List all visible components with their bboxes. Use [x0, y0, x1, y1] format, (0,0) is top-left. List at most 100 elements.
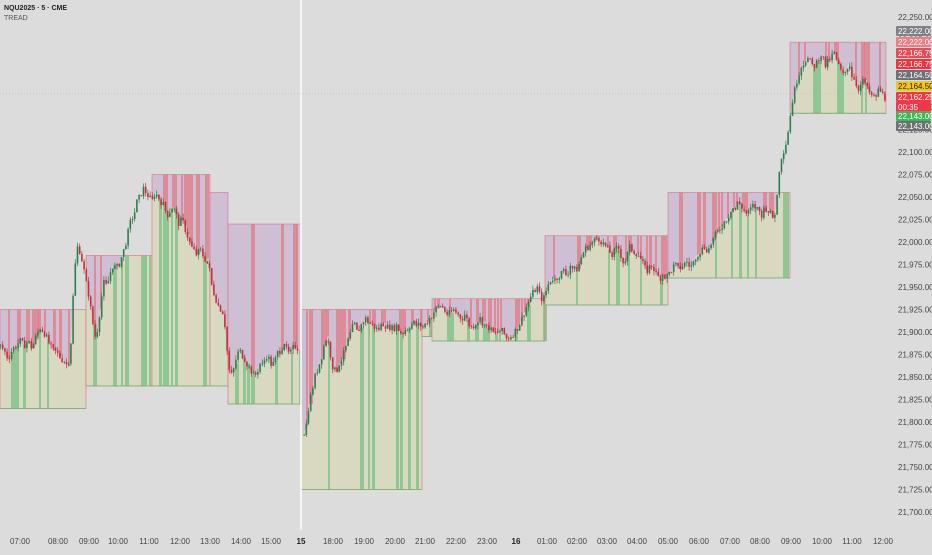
- price-tag[interactable]: [896, 70, 931, 80]
- candle-body: [45, 334, 48, 337]
- candle-body: [578, 263, 580, 272]
- candle-body: [468, 318, 470, 327]
- zone-green-streak: [243, 356, 246, 404]
- price-tag[interactable]: [896, 37, 931, 47]
- candle-body: [826, 58, 829, 68]
- candle-body: [107, 281, 110, 284]
- candle-body: [705, 249, 708, 253]
- candle-body: [545, 290, 547, 296]
- candle-body: [617, 246, 620, 249]
- price-tick-label: 22,250.00: [898, 13, 932, 22]
- candle-body: [829, 58, 831, 61]
- price-tag[interactable]: [896, 81, 931, 91]
- zone-green-streak: [145, 255, 147, 386]
- candle-body: [296, 348, 299, 351]
- candle-body: [254, 372, 257, 375]
- time-tick-label: 09:00: [781, 537, 802, 546]
- candle-body: [428, 317, 431, 324]
- candle-body: [338, 365, 341, 372]
- price-tag[interactable]: [896, 92, 931, 102]
- candle-body: [523, 315, 525, 317]
- zone-red-streak: [613, 235, 617, 254]
- zone-red-streak: [100, 255, 102, 310]
- zone-red-streak: [521, 298, 523, 321]
- zone-green-streak: [783, 192, 787, 278]
- candle-body: [466, 314, 468, 319]
- candle-body: [41, 329, 44, 332]
- candle-body: [367, 317, 369, 323]
- candle-body: [369, 322, 371, 324]
- candle-body: [320, 359, 323, 365]
- candle-body: [831, 53, 833, 61]
- price-tag[interactable]: [896, 48, 931, 58]
- candle-body: [760, 210, 763, 218]
- candle-body: [754, 204, 756, 209]
- time-axis[interactable]: 07:00 08:00 09:00 10:00 11:00 12:00 13:00 14:00…: [10, 537, 894, 546]
- zone-red-streak: [637, 235, 639, 254]
- candle-body: [600, 241, 602, 245]
- zone-red-streak: [399, 309, 402, 331]
- candle-body: [272, 361, 275, 366]
- zone-red-streak: [703, 192, 706, 249]
- symbol-title[interactable]: NQU2025 · 5 · CME: [4, 5, 68, 12]
- zone-red-streak: [381, 309, 384, 326]
- price-tag[interactable]: [896, 121, 931, 131]
- candle-body: [166, 210, 169, 217]
- candle-body: [118, 264, 121, 267]
- zone-red-streak: [772, 192, 774, 217]
- time-tick-label: 11:00: [139, 537, 159, 546]
- zone-red-streak: [281, 224, 284, 350]
- candle-body: [745, 210, 748, 214]
- zone-red-streak: [598, 235, 600, 239]
- candle-body: [215, 295, 217, 303]
- zone-green-streak: [640, 257, 642, 305]
- candle-body: [426, 323, 429, 325]
- zone-red-streak: [697, 192, 701, 255]
- zone-red-streak: [166, 174, 168, 212]
- candle-body: [558, 278, 561, 280]
- candle-body: [276, 350, 279, 358]
- time-tick-label: 19:00: [354, 537, 375, 546]
- candle-body: [210, 268, 213, 285]
- zone-green-streak: [328, 341, 330, 490]
- price-tick-label: 21,750.00: [898, 463, 932, 472]
- candle-body: [386, 324, 389, 329]
- candle-body: [534, 290, 536, 293]
- candle-body: [208, 263, 211, 269]
- candle-body: [239, 350, 242, 352]
- price-tag[interactable]: [896, 111, 931, 121]
- zone-green-streak: [447, 314, 451, 341]
- time-tick-label: 05:00: [658, 537, 679, 546]
- zone-green-streak: [163, 204, 167, 386]
- price-tag[interactable]: [896, 26, 931, 36]
- candle-body: [81, 253, 83, 262]
- price-tag[interactable]: [896, 59, 931, 69]
- candle-body: [371, 323, 374, 325]
- candle-body: [661, 274, 664, 281]
- price-tag[interactable]: [896, 102, 931, 112]
- candle-body: [380, 324, 382, 330]
- candle-body: [697, 257, 699, 260]
- time-tick-label: 07:00: [720, 537, 741, 546]
- time-tick-label: 08:00: [750, 537, 771, 546]
- candle-body: [525, 306, 528, 316]
- candle-body: [738, 201, 741, 205]
- candle-body: [565, 269, 567, 275]
- candle-body: [375, 327, 378, 329]
- candle-layer: [0, 49, 886, 437]
- candle-body: [37, 331, 39, 336]
- candle-body: [160, 199, 162, 206]
- indicator-name[interactable]: TREAD: [4, 15, 28, 22]
- candle-body: [582, 252, 585, 258]
- candle-body: [193, 246, 195, 250]
- candle-body: [822, 56, 825, 58]
- candle-body: [648, 265, 651, 274]
- candle-body: [774, 214, 776, 218]
- candle-body: [492, 327, 495, 332]
- candle-body: [23, 340, 26, 349]
- zone-red-streak: [867, 42, 870, 89]
- candle-body: [404, 330, 407, 335]
- price-tick-label: 21,700.00: [898, 508, 932, 517]
- zone-red-streak: [26, 309, 30, 344]
